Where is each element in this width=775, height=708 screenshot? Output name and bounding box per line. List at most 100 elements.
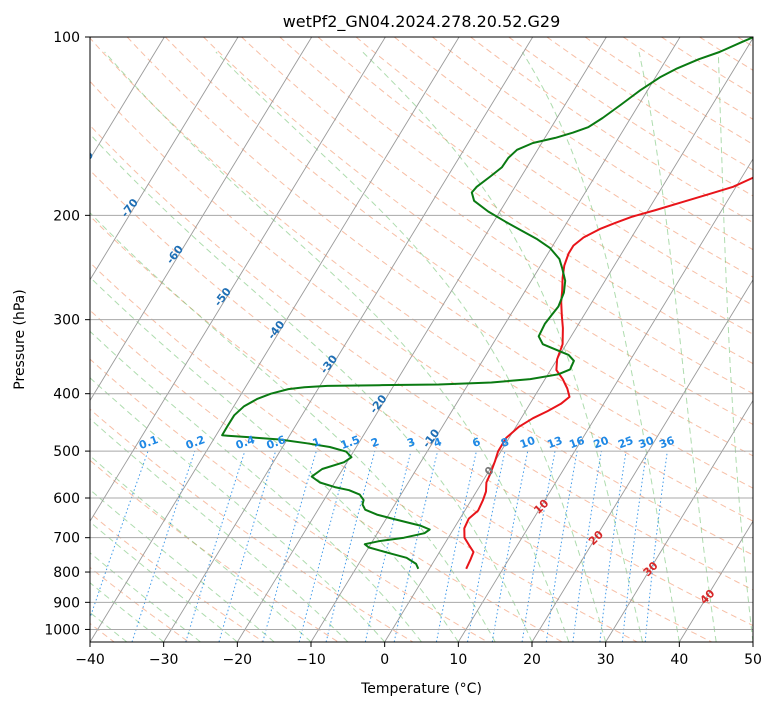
y-tick-label: 900: [53, 595, 80, 611]
mixing-ratio-line: [218, 450, 277, 642]
mixing-ratio-line: [467, 450, 506, 642]
y-tick-label: 800: [53, 565, 80, 581]
y-tick-label: 500: [53, 444, 80, 460]
x-axis-label: Temperature (°C): [360, 681, 482, 697]
mixing-ratio-label: 0.2: [184, 433, 207, 452]
moist-adiabat: [638, 51, 717, 642]
dry-adiabat: [90, 566, 190, 642]
mixing-ratio-label: 13: [545, 434, 564, 451]
x-tick-label: −40: [75, 652, 105, 668]
mixing-ratio-line: [90, 450, 149, 620]
mixing-ratio-label: 16: [567, 434, 586, 452]
moist-adiabat: [362, 51, 643, 642]
dry-adiabat-label: -90: [31, 98, 54, 122]
mixing-ratio-line: [325, 450, 376, 642]
isotherm: [90, 37, 313, 402]
moist-adiabat: [90, 418, 349, 642]
isotherm: [678, 520, 753, 642]
dry-adiabat: [90, 512, 264, 642]
dry-adiabat-label: -80: [74, 148, 97, 172]
x-tick-label: 50: [744, 652, 762, 668]
dry-adiabat-label: -70: [118, 196, 141, 220]
moist-adiabat-label: 0: [482, 464, 497, 479]
moist-adiabat: [104, 51, 570, 642]
y-tick-label: 600: [53, 491, 80, 507]
moist-adiabat-label: 30: [641, 559, 661, 579]
mixing-ratio-label: 36: [657, 434, 676, 452]
moist-adiabat: [90, 276, 459, 642]
y-tick-label: 100: [53, 30, 80, 46]
background-lines: [90, 37, 753, 642]
x-tick-label: −10: [296, 652, 326, 668]
mixing-ratio-line: [364, 450, 412, 642]
x-tick-label: 10: [449, 652, 467, 668]
x-tick-label: −20: [223, 652, 253, 668]
moist-adiabat-label: 40: [697, 587, 717, 607]
isotherm: [236, 37, 607, 642]
dry-adiabat: [241, 37, 753, 395]
dry-adiabat: [432, 37, 753, 251]
mixing-ratio-line: [572, 451, 602, 642]
moist-adiabat: [215, 51, 607, 642]
mixing-ratio-label: 1.5: [339, 433, 362, 452]
y-tick-label: 1000: [44, 622, 80, 638]
y-axis: 100 200 300 400 500 600 700 800 900 1000: [44, 30, 90, 638]
dry-adiabat: [622, 37, 753, 120]
moist-adiabat: [717, 51, 753, 642]
moist-adiabat-label: 10: [531, 497, 551, 517]
x-tick-label: 30: [597, 652, 615, 668]
chart-title: wetPf2_GN04.2024.278.20.52.G29: [283, 12, 561, 32]
dry-adiabat: [699, 37, 753, 71]
mixing-ratio-line: [644, 451, 668, 642]
dry-adiabat: [203, 37, 753, 425]
mixing-ratio-label: 25: [616, 434, 635, 451]
x-tick-label: 40: [670, 652, 688, 668]
isotherm: [310, 37, 681, 642]
x-axis: −40 −30 −20 −10 0 10 20 30 40 50: [75, 642, 762, 668]
mixing-ratio-label: 0.1: [137, 433, 160, 452]
dry-adiabat: [90, 459, 339, 642]
dry-adiabat: [90, 215, 712, 642]
dry-adiabat: [90, 408, 414, 642]
mixing-ratio-label: 8: [499, 435, 511, 450]
isotherm: [605, 399, 753, 642]
moist-adiabat-label: 20: [586, 528, 606, 548]
mixing-ratio-line: [262, 450, 317, 642]
moist-adiabat: [90, 521, 238, 642]
mixing-ratio-line: [491, 451, 529, 642]
dry-adiabat-label: -100: [0, 56, 6, 86]
mixing-ratio-line: [185, 450, 246, 642]
moist-adiabat: [90, 489, 275, 642]
dry-adiabat: [90, 261, 638, 642]
mixing-ratio-line: [621, 451, 648, 642]
dewpoint-line: [221, 37, 753, 570]
mixing-ratio-label: 0.4: [234, 433, 257, 452]
mixing-ratio-label: 4: [432, 435, 444, 450]
dry-adiabat: [126, 37, 753, 489]
dry-adiabat: [470, 37, 753, 224]
isotherm: [90, 37, 165, 160]
isotherm: [457, 158, 753, 642]
mixing-ratio-label: 10: [518, 434, 537, 452]
y-tick-label: 200: [53, 208, 80, 224]
moist-adiabat: [90, 377, 386, 642]
y-tick-label: 700: [53, 531, 80, 547]
plot-frame: [89, 36, 754, 643]
mixing-ratio-label: 6: [471, 435, 483, 450]
isotherm: [90, 37, 239, 281]
dry-adiabat-label: -40: [265, 318, 288, 342]
isotherm: [384, 37, 753, 642]
dry-adiabat: [90, 309, 563, 642]
dry-adiabat: [90, 37, 753, 522]
mixing-ratio-line: [298, 450, 351, 642]
isotherm: [90, 37, 386, 523]
moist-adiabat: [90, 133, 533, 642]
y-tick-label: 300: [53, 313, 80, 329]
mixing-ratio-label: 20: [592, 434, 611, 452]
mixing-ratio-label: 3: [405, 435, 417, 450]
isotherm: [90, 37, 460, 642]
isotherm: [752, 641, 753, 642]
y-axis-label: Pressure (hPa): [12, 289, 28, 389]
moist-adiabat: [521, 51, 680, 642]
